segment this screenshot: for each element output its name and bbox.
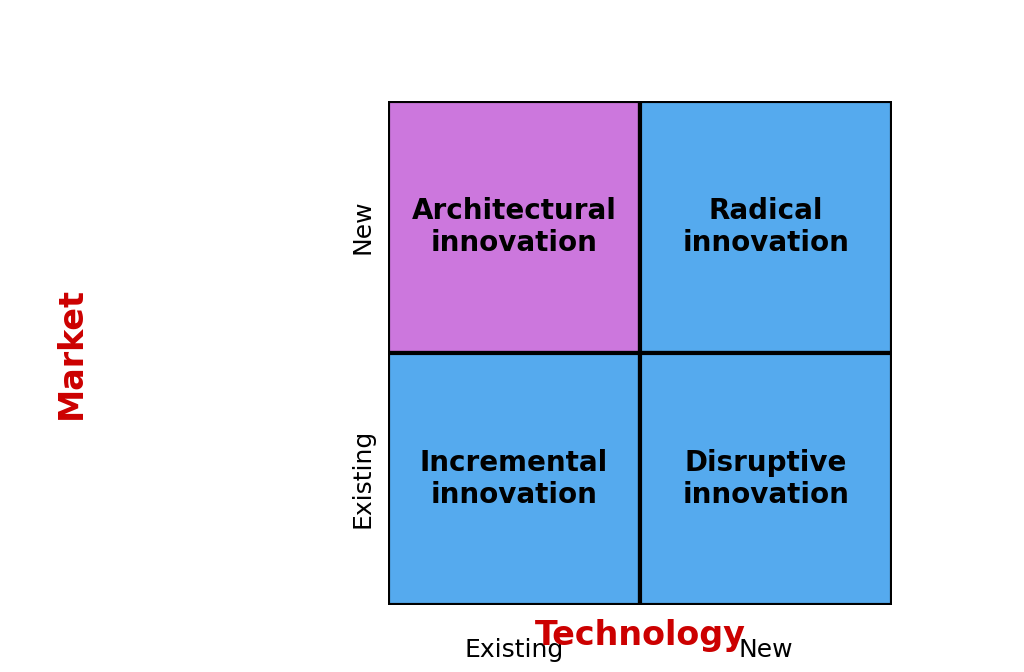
Text: Existing: Existing [464, 638, 563, 661]
Bar [388, 353, 640, 605]
Bar [388, 101, 640, 353]
Text: Disruptive
innovation: Disruptive innovation [683, 449, 850, 509]
Text: Radical
innovation: Radical innovation [683, 197, 850, 257]
Bar [640, 101, 892, 353]
Text: Existing: Existing [351, 429, 375, 528]
Text: New: New [351, 200, 375, 254]
Bar [640, 353, 892, 605]
Text: Market: Market [55, 287, 88, 419]
Text: Incremental
innovation: Incremental innovation [420, 449, 608, 509]
Text: New: New [738, 638, 794, 661]
Text: Architectural
innovation: Architectural innovation [412, 197, 616, 257]
Text: Technology: Technology [535, 619, 745, 652]
